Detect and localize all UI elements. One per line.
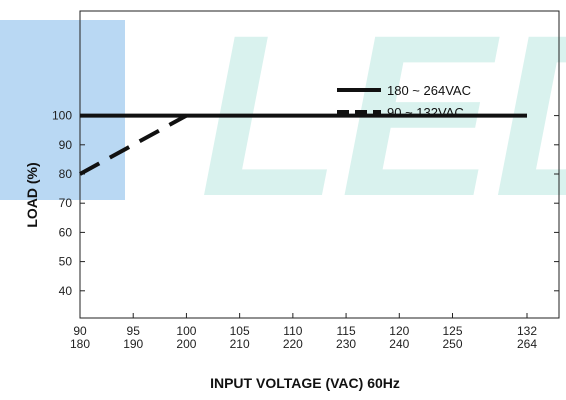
x-tick-label-bottom: 230 <box>336 337 356 351</box>
watermark-letters: LED <box>200 0 566 244</box>
watermark-bar <box>0 20 125 200</box>
y-tick-label: 60 <box>59 225 73 239</box>
legend-label: 90 ~ 132VAC <box>387 105 464 120</box>
plot-frame <box>79 10 560 319</box>
x-tick-label-bottom: 220 <box>283 337 303 351</box>
x-tick-label-top: 125 <box>442 324 462 338</box>
series-line-dashed <box>79 113 188 176</box>
x-tick-label-top: 110 <box>283 324 302 338</box>
x-tick-label-bottom: 240 <box>389 337 409 351</box>
x-tick-label-bottom: 200 <box>176 337 196 351</box>
series-layer <box>79 113 527 176</box>
axes: 4050607080901009018095190100200105210110… <box>52 10 560 351</box>
y-axis-title: LOAD (%) <box>24 162 40 227</box>
y-tick-label: 70 <box>59 196 73 210</box>
x-axis-title: INPUT VOLTAGE (VAC) 60Hz <box>210 375 400 391</box>
y-tick-label: 50 <box>59 255 73 269</box>
x-tick-label-top: 95 <box>127 324 141 338</box>
watermark: LED <box>0 0 566 244</box>
y-tick-label: 90 <box>59 138 73 152</box>
y-tick-label: 80 <box>59 167 73 181</box>
legend: 180 ~ 264VAC 90 ~ 132VAC <box>337 83 471 120</box>
x-tick-label-bottom: 250 <box>442 337 462 351</box>
x-tick-label-top: 90 <box>73 324 87 338</box>
x-tick-label-bottom: 180 <box>70 337 90 351</box>
y-tick-label: 100 <box>52 109 72 123</box>
x-tick-label-bottom: 190 <box>123 337 143 351</box>
x-tick-label-top: 115 <box>337 324 356 338</box>
x-tick-label-bottom: 210 <box>230 337 250 351</box>
x-tick-label-bottom: 264 <box>517 337 537 351</box>
x-tick-label-top: 132 <box>517 324 537 338</box>
x-tick-label-top: 100 <box>176 324 196 338</box>
y-tick-label: 40 <box>59 284 73 298</box>
x-tick-label-top: 120 <box>389 324 409 338</box>
x-tick-label-top: 105 <box>230 324 250 338</box>
legend-label: 180 ~ 264VAC <box>387 83 471 98</box>
